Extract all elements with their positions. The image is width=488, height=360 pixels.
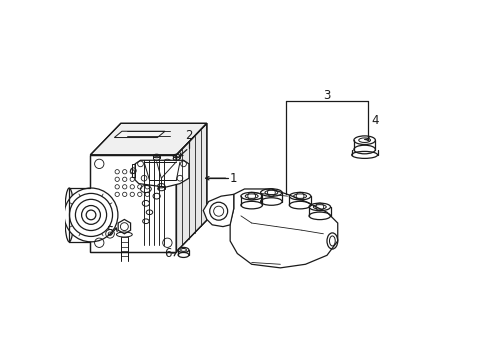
Polygon shape: [90, 155, 176, 252]
Circle shape: [64, 188, 118, 242]
Circle shape: [86, 210, 96, 220]
Circle shape: [209, 202, 227, 220]
Polygon shape: [114, 131, 164, 138]
Text: 3: 3: [323, 89, 330, 102]
Text: 2: 2: [185, 129, 192, 143]
Text: 5: 5: [106, 225, 114, 238]
Polygon shape: [135, 160, 188, 187]
Polygon shape: [90, 123, 206, 155]
Polygon shape: [203, 194, 233, 226]
Polygon shape: [230, 189, 337, 268]
Text: 6: 6: [163, 247, 171, 260]
Polygon shape: [176, 123, 206, 252]
Text: 4: 4: [371, 114, 378, 127]
Text: 1: 1: [229, 172, 237, 185]
Polygon shape: [118, 220, 130, 234]
